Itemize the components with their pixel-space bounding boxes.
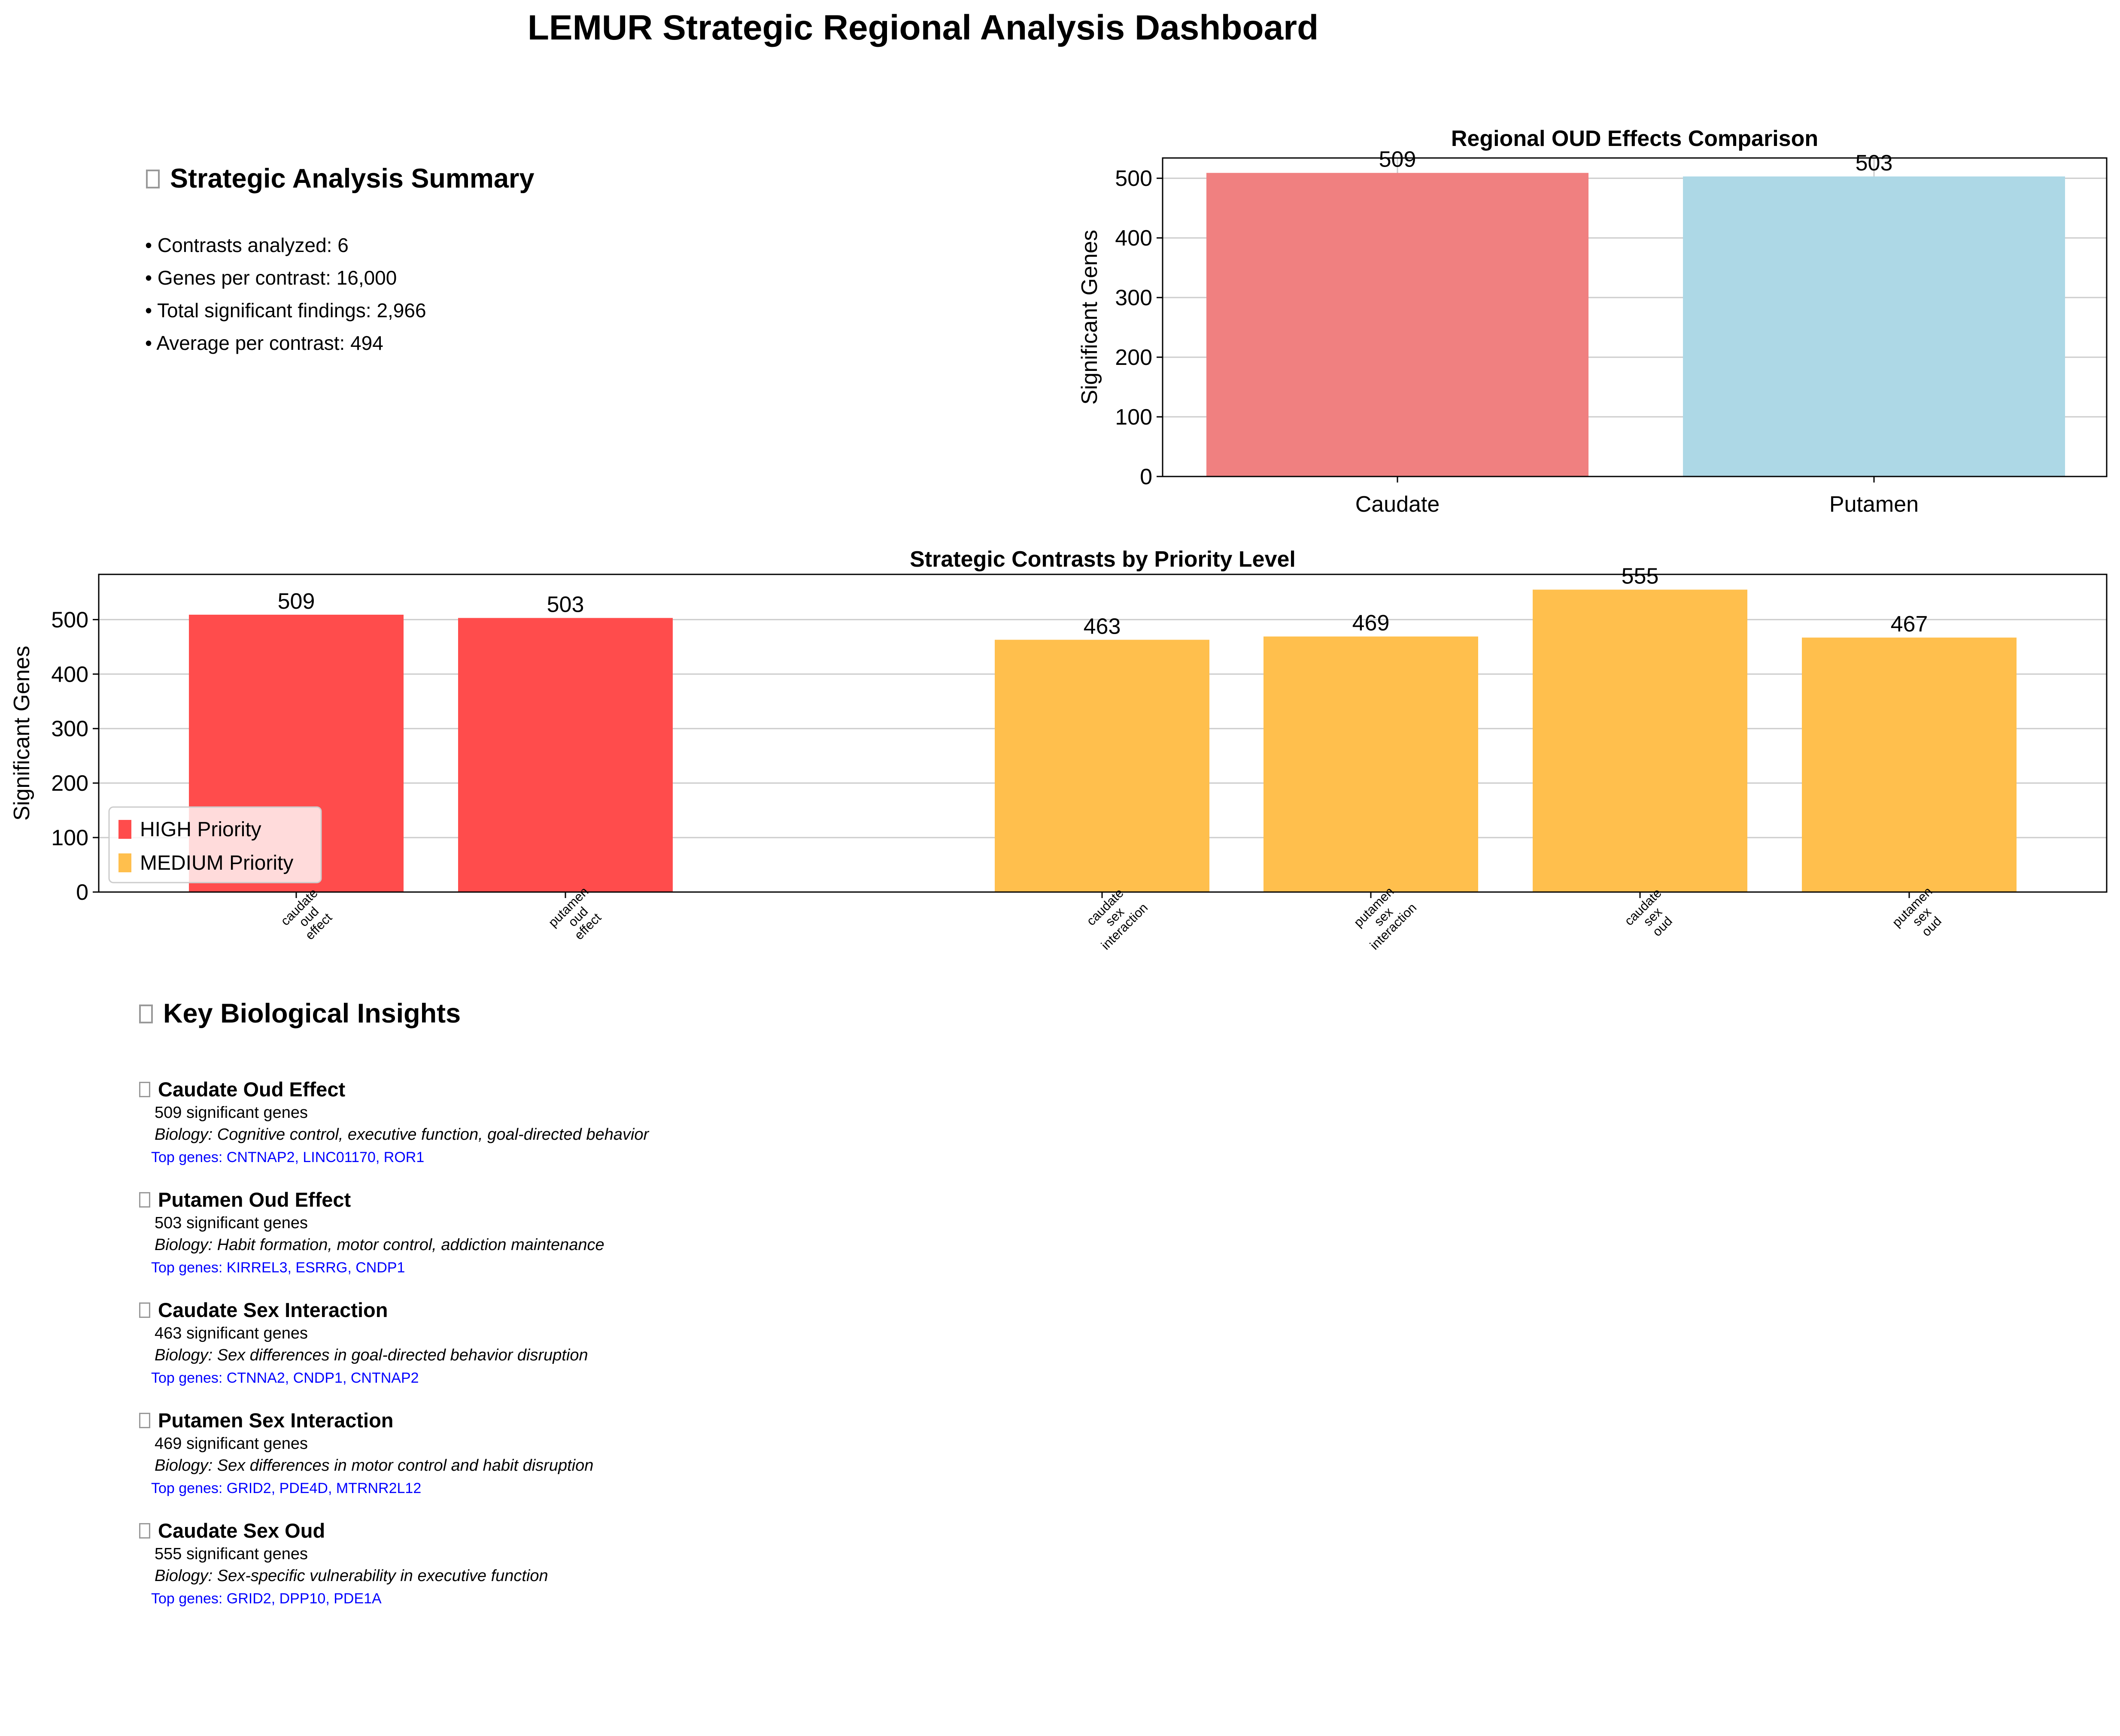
insight-count: 463 significant genes <box>155 1324 308 1342</box>
y-tick-label: 200 <box>1115 345 1152 370</box>
x-tick-label: caudatesexoud <box>1622 886 1684 948</box>
legend-box <box>108 806 322 883</box>
insight-count: 503 significant genes <box>155 1214 308 1232</box>
x-tick-label: caudateoudeffect <box>278 886 340 948</box>
bar <box>458 618 673 892</box>
legend-label: HIGH Priority <box>140 818 261 841</box>
summary-item: • Contrasts analyzed: 6 <box>145 234 349 256</box>
summary-title: Strategic Analysis Summary <box>170 164 535 194</box>
priority-contrasts-chart: 509 503 463 469 555 467 0 100 200 300 400 500 Strate… <box>9 547 2108 953</box>
insight-title: Putamen Sex Interaction <box>139 1408 593 1432</box>
insight-title: Putamen Oud Effect <box>139 1188 604 1211</box>
chart-title: Strategic Contrasts by Priority Level <box>910 547 1296 572</box>
insight-top-genes: Top genes: KIRREL3, ESRRG, CNDP1 <box>151 1260 405 1276</box>
insights-title: Key Biological Insights <box>163 999 461 1029</box>
bar-value-label: 467 <box>1891 612 1928 637</box>
insights-icon <box>139 1005 153 1023</box>
insight-icon <box>139 1302 150 1318</box>
insight-card: Caudate Sex Oud 555 significant genes Bi… <box>139 1519 548 1607</box>
insight-card: Putamen Oud Effect 503 significant genes… <box>139 1188 604 1276</box>
bar <box>1206 173 1588 477</box>
y-axis-label: Significant Genes <box>1077 230 1102 405</box>
y-tick-label: 500 <box>1115 166 1152 191</box>
y-tick-label: 300 <box>51 716 88 741</box>
insight-biology: Biology: Sex differences in goal-directe… <box>155 1346 588 1364</box>
legend-label: MEDIUM Priority <box>140 852 293 874</box>
y-tick-label: 400 <box>51 662 88 687</box>
legend-swatch <box>118 853 131 872</box>
legend-swatch <box>118 820 131 839</box>
bar <box>1533 589 1747 892</box>
insight-top-genes: Top genes: GRID2, PDE4D, MTRNR2L12 <box>151 1480 422 1496</box>
bar-value-label: 509 <box>1379 147 1416 172</box>
insight-biology: Biology: Cognitive control, executive fu… <box>155 1126 649 1144</box>
insight-top-genes: Top genes: GRID2, DPP10, PDE1A <box>151 1590 382 1607</box>
insight-biology: Biology: Habit formation, motor control,… <box>155 1236 604 1254</box>
bar <box>1263 636 1478 892</box>
chart-title: Regional OUD Effects Comparison <box>1451 126 1818 151</box>
y-tick-label: 300 <box>1115 285 1152 310</box>
summary-item: • Average per contrast: 494 <box>145 332 383 354</box>
bar <box>1683 176 2065 476</box>
y-tick-label: 400 <box>1115 226 1152 251</box>
y-tick-label: 500 <box>51 607 88 632</box>
summary-item: • Total significant findings: 2,966 <box>145 299 426 322</box>
insight-icon <box>139 1082 150 1097</box>
y-tick-label: 100 <box>1115 405 1152 430</box>
insight-title: Caudate Sex Oud <box>139 1519 548 1542</box>
insight-card: Caudate Sex Interaction 463 significant … <box>139 1298 588 1387</box>
insight-top-genes: Top genes: CNTNAP2, LINC01170, ROR1 <box>151 1149 425 1165</box>
x-tick-label: putamenoudeffect <box>546 884 610 949</box>
insight-count: 469 significant genes <box>155 1435 308 1453</box>
bar-value-label: 555 <box>1622 564 1659 589</box>
y-tick-label: 0 <box>76 880 88 905</box>
summary-icon <box>146 170 160 188</box>
summary-heading: Strategic Analysis Summary <box>146 163 535 194</box>
insight-card: Putamen Sex Interaction 469 significant … <box>139 1408 593 1497</box>
insight-card: Caudate Oud Effect 509 significant genes… <box>139 1077 649 1166</box>
bar-value-label: 503 <box>1856 151 1893 176</box>
bar-value-label: 503 <box>547 592 584 617</box>
insight-biology: Biology: Sex-specific vulnerability in e… <box>155 1567 548 1585</box>
bar <box>1802 637 2017 892</box>
x-tick-label: putamensexoud <box>1889 884 1954 949</box>
y-axis-label: Significant Genes <box>9 646 34 821</box>
insight-top-genes: Top genes: CTNNA2, CNDP1, CNTNAP2 <box>151 1370 419 1386</box>
bar-value-label: 509 <box>278 589 315 614</box>
y-tick-label: 100 <box>51 826 88 850</box>
x-tick-label: Caudate <box>1355 492 1440 517</box>
y-tick-label: 200 <box>51 771 88 796</box>
insights-heading: Key Biological Insights <box>139 998 461 1029</box>
bar-value-label: 463 <box>1084 614 1121 639</box>
insight-biology: Biology: Sex differences in motor contro… <box>155 1457 594 1475</box>
insight-icon <box>139 1523 150 1539</box>
insight-icon <box>139 1192 150 1208</box>
insight-title: Caudate Sex Interaction <box>139 1298 588 1322</box>
y-tick-label: 0 <box>1140 464 1152 489</box>
bar <box>995 640 1209 892</box>
insight-count: 555 significant genes <box>155 1545 308 1563</box>
insight-title: Caudate Oud Effect <box>139 1077 649 1101</box>
insight-icon <box>139 1413 150 1428</box>
dashboard-title: LEMUR Strategic Regional Analysis Dashbo… <box>527 8 1319 47</box>
plot-frame <box>1162 157 2108 477</box>
insight-count: 509 significant genes <box>155 1104 308 1122</box>
bar-value-label: 469 <box>1352 611 1390 636</box>
x-tick-label: Putamen <box>1829 492 1919 517</box>
regional-oud-chart: 509 503 0 100 200 300 400 500 Regional OUD Effec… <box>1077 126 2108 517</box>
summary-item: • Genes per contrast: 16,000 <box>145 267 397 289</box>
